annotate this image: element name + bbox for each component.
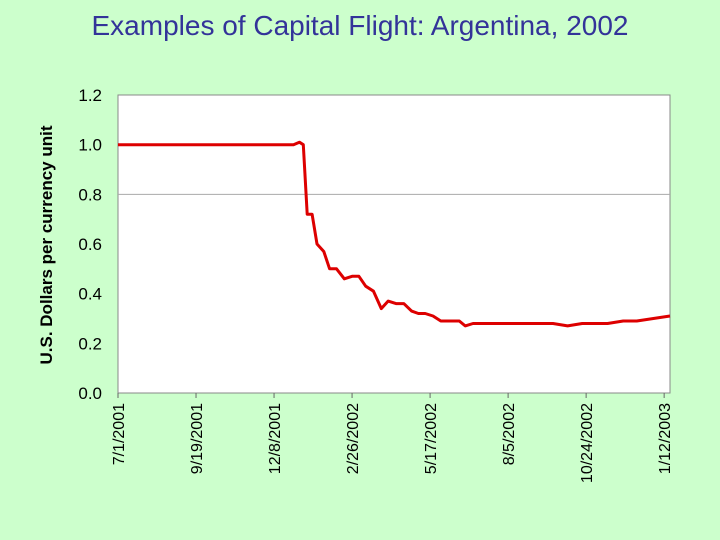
x-tick-label: 2/26/2002 — [345, 403, 362, 474]
x-tick-label: 12/8/2001 — [267, 403, 284, 474]
x-tick-label: 5/17/2002 — [423, 403, 440, 474]
plot-area — [117, 94, 671, 394]
y-tick-label: 0.6 — [78, 235, 102, 254]
y-tick-label: 0.8 — [78, 185, 102, 204]
x-tick-label: 7/1/2001 — [111, 403, 128, 465]
y-axis-label: U.S. Dollars per currency unit — [37, 125, 56, 364]
y-tick-label: 0.4 — [78, 285, 102, 304]
x-tick-label: 1/12/2003 — [657, 403, 674, 474]
x-axis-ticks: 7/1/2001 9/19/2001 12/8/2001 2/26/2002 5/17/… — [111, 393, 674, 483]
y-axis-ticks: 0.0 0.2 0.4 0.6 0.8 1.0 1.2 — [78, 86, 102, 403]
y-tick-label: 1.0 — [78, 136, 102, 155]
chart-title: Examples of Capital Flight: Argentina, 2… — [91, 10, 629, 41]
x-tick-label: 9/19/2001 — [189, 403, 206, 474]
y-tick-label: 0.2 — [78, 334, 102, 353]
y-tick-label: 1.2 — [78, 86, 102, 105]
y-tick-label: 0.0 — [78, 384, 102, 403]
x-tick-label: 8/5/2002 — [501, 403, 518, 465]
x-tick-label: 10/24/2002 — [579, 403, 596, 483]
series-line — [118, 140, 671, 328]
